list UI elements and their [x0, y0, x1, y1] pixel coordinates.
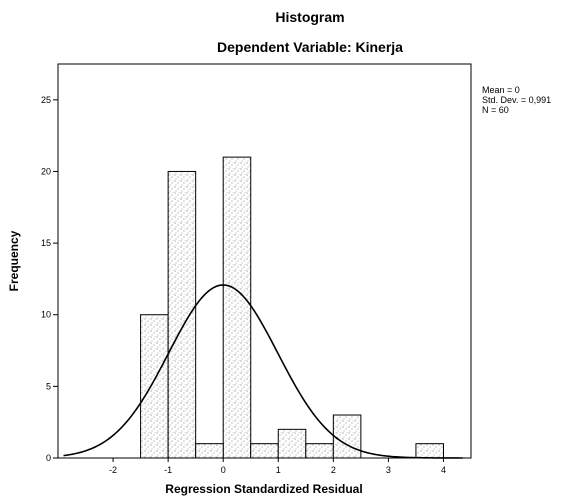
x-axis: -2 -1 0 1 2 3 4 — [109, 458, 446, 475]
histogram-bar — [167, 170, 197, 459]
stats-box: Mean = 0 Std. Dev. = 0,991 N = 60 — [482, 85, 551, 115]
y-tick-label: 5 — [46, 381, 51, 391]
y-axis: 0 5 10 15 20 25 — [41, 95, 58, 463]
x-tick-label: 3 — [386, 465, 391, 475]
y-tick-label: 0 — [46, 453, 51, 463]
x-tick-label: -1 — [164, 465, 172, 475]
histogram-bar — [332, 414, 362, 459]
histogram-bar — [277, 428, 307, 459]
stats-std-dev: Std. Dev. = 0,991 — [482, 95, 551, 105]
histogram-bar — [250, 443, 279, 459]
x-axis-label: Regression Standardized Residual — [165, 482, 362, 496]
histogram-bar — [222, 156, 252, 459]
stats-mean: Mean = 0 — [482, 85, 520, 95]
histogram-bar — [195, 443, 224, 459]
histogram-bar — [140, 314, 169, 459]
y-tick-label: 15 — [41, 238, 51, 248]
histogram-bar — [415, 443, 444, 459]
y-tick-label: 25 — [41, 95, 51, 105]
plot-frame — [57, 63, 472, 459]
x-tick-label: 4 — [441, 465, 446, 475]
x-tick-label: 1 — [276, 465, 281, 475]
x-tick-label: 0 — [221, 465, 226, 475]
x-tick-label: 2 — [331, 465, 336, 475]
x-tick-label: -2 — [109, 465, 117, 475]
chart-title: Histogram — [275, 9, 344, 25]
normal-curve — [63, 284, 463, 459]
chart-subtitle: Dependent Variable: Kinerja — [217, 39, 403, 55]
bars-group — [140, 156, 444, 459]
y-tick-label: 20 — [41, 166, 51, 176]
stats-n: N = 60 — [482, 105, 509, 115]
y-tick-label: 10 — [41, 310, 51, 320]
y-axis-label: Frequency — [7, 230, 21, 291]
histogram-bar — [305, 443, 334, 459]
